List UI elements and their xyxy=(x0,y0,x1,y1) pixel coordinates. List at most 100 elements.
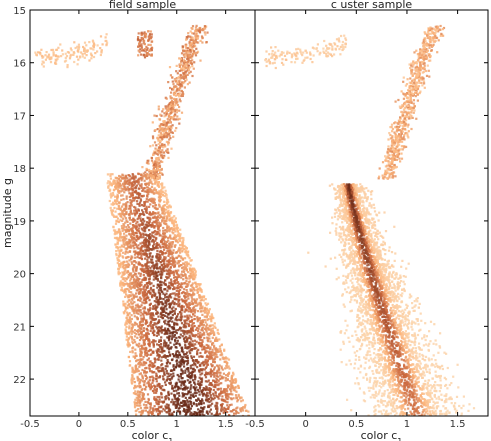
density-cell xyxy=(189,329,192,332)
density-cell xyxy=(194,383,197,386)
density-cell xyxy=(205,386,208,389)
density-cell xyxy=(148,178,152,182)
density-cell xyxy=(188,301,191,305)
density-cell xyxy=(222,376,225,379)
density-cell xyxy=(189,30,192,33)
density-cell xyxy=(131,238,134,241)
density-cell xyxy=(135,227,138,230)
density-cell xyxy=(176,229,179,232)
density-cell xyxy=(176,339,179,342)
density-cell xyxy=(155,372,158,375)
density-cell xyxy=(179,285,182,289)
density-cell xyxy=(134,329,137,332)
density-cell xyxy=(129,272,132,275)
density-cell xyxy=(180,69,183,72)
density-cell xyxy=(152,264,155,267)
density-cell xyxy=(160,356,163,359)
density-cell xyxy=(167,206,170,209)
density-cell xyxy=(172,221,175,224)
density-region-turnoff-and-main-sequence xyxy=(106,172,250,416)
density-cell xyxy=(208,387,211,390)
density-cell xyxy=(174,346,177,349)
density-cell xyxy=(55,59,58,62)
density-cell xyxy=(182,77,185,80)
density-cell xyxy=(197,318,200,321)
density-cell xyxy=(208,337,211,340)
density-cell xyxy=(175,364,178,367)
density-cell xyxy=(171,353,174,356)
density-cell xyxy=(170,111,173,114)
density-cell xyxy=(144,182,147,185)
density-cell xyxy=(149,203,152,206)
density-cell xyxy=(197,380,200,383)
density-cell xyxy=(180,286,184,289)
density-cell xyxy=(156,305,159,308)
density-cell xyxy=(166,355,170,358)
density-cell xyxy=(166,229,169,232)
density-cell xyxy=(125,234,128,237)
density-cell xyxy=(138,283,141,286)
density-cell xyxy=(117,188,120,192)
density-cell xyxy=(125,271,128,274)
density-cell xyxy=(137,227,140,230)
density-cell xyxy=(152,153,155,156)
density-cell xyxy=(200,403,203,406)
density-cell xyxy=(152,235,155,238)
density-cell xyxy=(140,185,143,188)
density-cell xyxy=(131,262,134,265)
density-cell xyxy=(77,43,80,46)
density-cell xyxy=(158,395,161,399)
density-cell xyxy=(165,269,168,272)
density-cell xyxy=(185,387,188,390)
density-cell xyxy=(143,306,146,309)
density-cell xyxy=(157,227,160,230)
density-cell xyxy=(143,334,146,337)
density-cell xyxy=(197,390,200,393)
density-cell xyxy=(150,181,153,184)
density-cell xyxy=(213,333,216,336)
density-cell xyxy=(156,148,159,151)
density-cell xyxy=(223,388,226,391)
density-cell xyxy=(184,277,187,280)
density-cell xyxy=(208,383,211,386)
density-cell xyxy=(169,249,172,252)
density-cell xyxy=(198,355,201,358)
density-cell xyxy=(185,50,188,53)
density-cell xyxy=(137,272,140,275)
density-cell xyxy=(128,238,131,241)
density-cell xyxy=(123,270,126,273)
density-cell xyxy=(141,267,144,270)
density-cell xyxy=(144,270,147,273)
density-cell xyxy=(145,45,148,48)
density-cell xyxy=(194,378,197,381)
density-cell xyxy=(198,370,201,373)
density-cell xyxy=(218,371,221,374)
density-cell xyxy=(131,376,134,379)
density-cell xyxy=(148,248,152,251)
density-cell xyxy=(179,259,182,263)
density-cell xyxy=(137,49,140,52)
density-cell xyxy=(128,294,131,297)
density-cell xyxy=(147,308,150,311)
density-cell xyxy=(235,379,238,382)
density-cell xyxy=(147,357,150,360)
density-cell xyxy=(128,184,131,187)
density-cell xyxy=(167,405,170,408)
density-cell xyxy=(166,277,169,280)
density-cell xyxy=(189,342,192,345)
density-cell xyxy=(164,398,167,401)
density-cell xyxy=(181,309,184,312)
density-cell xyxy=(199,378,202,381)
density-cell xyxy=(138,225,141,228)
density-cell xyxy=(154,189,158,192)
density-cell xyxy=(167,113,170,116)
density-cell xyxy=(179,100,182,103)
density-cell xyxy=(110,196,113,199)
density-cell xyxy=(147,183,150,186)
density-cell xyxy=(148,216,151,219)
density-cell xyxy=(120,288,124,291)
density-cell xyxy=(185,263,189,266)
density-cell xyxy=(214,348,217,351)
density-cell xyxy=(141,278,144,281)
density-cell xyxy=(121,205,124,208)
